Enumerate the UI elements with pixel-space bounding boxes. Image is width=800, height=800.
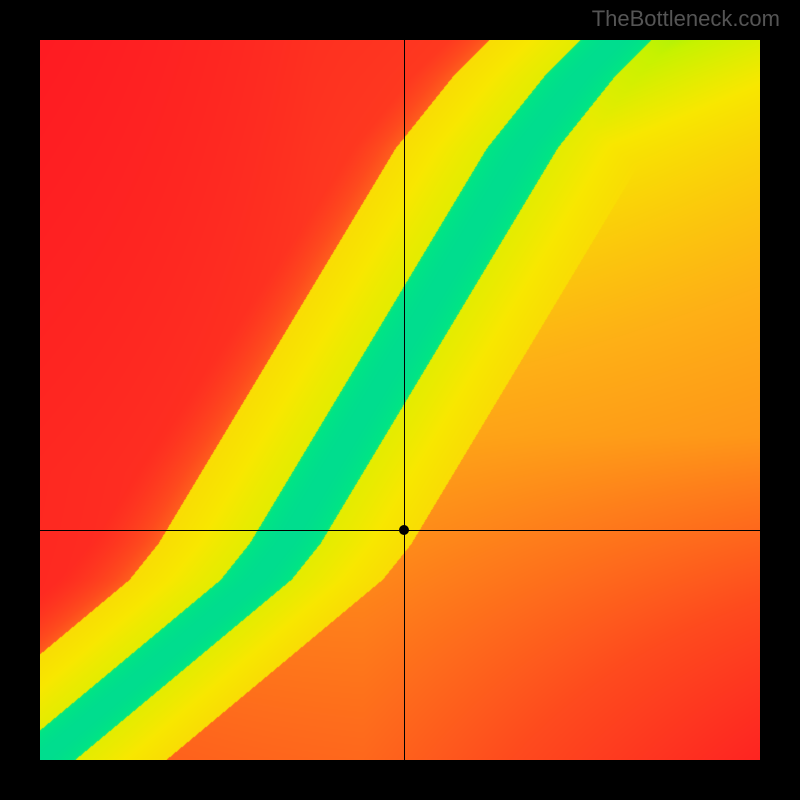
watermark: TheBottleneck.com	[592, 6, 780, 32]
crosshair-marker	[399, 525, 409, 535]
crosshair-vertical	[404, 40, 405, 760]
heatmap-canvas	[40, 40, 760, 760]
heatmap-plot	[40, 40, 760, 760]
